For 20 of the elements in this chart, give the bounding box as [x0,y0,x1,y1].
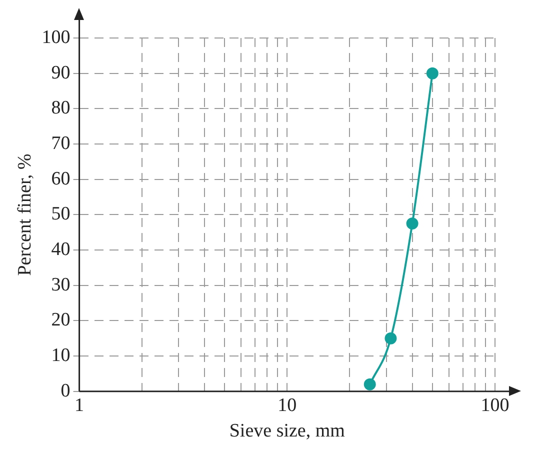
point [364,378,376,390]
point [384,332,397,344]
point [406,218,418,230]
y-tick-label: 80 [51,98,70,119]
x-tick-label: 10 [278,394,297,416]
y-tick-label: 70 [51,133,70,154]
x-tick-label: 100 [480,394,510,416]
y-tick-label: 30 [51,274,70,296]
x-axis-title: Sieve size, mm [229,420,346,442]
y-tick-label: 50 [51,204,70,225]
y-tick-label: 90 [51,62,70,84]
y-tick-label: 100 [42,26,70,48]
x-tick-label: 1 [74,394,84,416]
y-tick-label: 20 [51,310,70,331]
y-tick-label: 10 [51,345,70,366]
point [426,67,438,80]
y-axis-title: Percent finer, % [14,153,36,276]
y-tick-label: 60 [51,168,70,190]
y-tick-label: 0 [60,380,70,402]
y-tick-label: 40 [51,239,70,260]
